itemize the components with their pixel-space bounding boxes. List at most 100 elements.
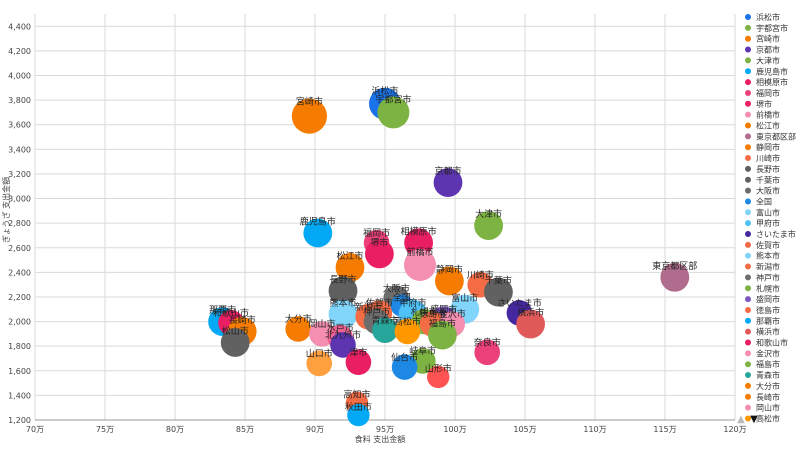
legend-marker	[745, 274, 751, 281]
legend-item-label[interactable]: 川崎市	[756, 153, 780, 163]
data-point-label: 岐阜市	[409, 345, 436, 357]
legend-item-label[interactable]: 松江市	[756, 121, 780, 131]
legend-item-label[interactable]: 鹿児島市	[756, 66, 788, 76]
data-point[interactable]	[328, 276, 358, 306]
legend-marker	[745, 79, 751, 86]
data-point-label: 青森市	[371, 314, 398, 326]
legend-item-label[interactable]: 長野市	[756, 164, 780, 174]
legend-item-label[interactable]: 金沢市	[756, 348, 780, 358]
data-point[interactable]	[433, 168, 463, 197]
data-point[interactable]	[516, 309, 545, 339]
legend-item-label[interactable]: 岡山市	[756, 403, 780, 413]
data-point[interactable]	[328, 299, 358, 329]
legend-item-label[interactable]: 宇都宮市	[756, 23, 788, 33]
y-tick-label: 1,400	[8, 391, 31, 400]
legend-item-label[interactable]: 横浜市	[756, 327, 780, 337]
data-point-label: 大津市	[475, 208, 502, 220]
data-point[interactable]	[391, 354, 418, 380]
data-point[interactable]	[306, 350, 333, 377]
legend-item-label[interactable]: 福岡市	[756, 88, 780, 98]
data-point-label: 川崎市	[467, 269, 494, 281]
legend-item-label[interactable]: 大津市	[756, 55, 780, 65]
legend-item-label[interactable]: 前橋市	[756, 110, 780, 120]
legend-item-label[interactable]: 青森市	[756, 370, 780, 380]
legend-prev-arrow[interactable]: ▲	[737, 414, 745, 425]
legend-item-label[interactable]: 浜松市	[756, 12, 780, 22]
data-point[interactable]	[394, 318, 421, 345]
legend-item-label[interactable]: 高松市	[756, 413, 780, 423]
data-point[interactable]	[435, 266, 464, 296]
data-point[interactable]	[285, 316, 312, 342]
data-point-label: 富山市	[451, 292, 478, 304]
legend-item-label[interactable]: 福島市	[756, 359, 780, 369]
legend-item-label[interactable]: 和歌山市	[756, 338, 788, 348]
legend-item-label[interactable]: 東京都区部	[756, 131, 796, 141]
data-point[interactable]	[660, 262, 690, 292]
y-tick-label: 1,800	[8, 342, 31, 351]
data-point[interactable]	[484, 277, 513, 307]
data-point-label: 岡山市	[308, 318, 335, 330]
legend-marker	[745, 339, 751, 346]
data-point[interactable]	[474, 339, 501, 366]
legend-item-label[interactable]: 宮崎市	[756, 34, 780, 44]
data-point-label: 山形市	[425, 363, 452, 375]
legend-item-label[interactable]: 徳島市	[756, 305, 780, 315]
data-point[interactable]	[220, 328, 250, 357]
data-point[interactable]	[474, 211, 503, 241]
data-point[interactable]	[427, 365, 450, 389]
data-point[interactable]	[335, 253, 365, 282]
data-point[interactable]	[345, 349, 372, 375]
legend-marker	[745, 393, 751, 400]
legend-item-label[interactable]: 長崎市	[756, 392, 780, 402]
legend-item-label[interactable]: 新潟市	[756, 262, 780, 272]
data-point[interactable]	[404, 228, 433, 258]
data-point[interactable]	[303, 218, 333, 248]
legend-item-label[interactable]: 那覇市	[756, 316, 780, 326]
y-tick-label: 4,000	[8, 72, 31, 81]
data-point[interactable]	[404, 248, 436, 281]
legend-item-label[interactable]: 千葉市	[756, 175, 780, 185]
legend-item-label[interactable]: 京都市	[756, 45, 780, 55]
legend-item-label[interactable]: 相模原市	[756, 77, 788, 87]
data-point[interactable]	[372, 317, 398, 343]
legend-item-label[interactable]: 富山市	[756, 207, 780, 217]
data-point-label: 松山市	[222, 325, 249, 337]
data-point-label: 那覇市	[209, 304, 236, 316]
legend-item-label[interactable]: 堺市	[756, 99, 772, 109]
legend-marker	[745, 165, 751, 172]
legend-marker	[745, 252, 751, 259]
data-point[interactable]	[377, 96, 410, 129]
legend-item-label[interactable]: 盛岡市	[756, 294, 780, 304]
legend-item-label[interactable]: さいたま市	[756, 229, 796, 239]
legend-marker	[745, 328, 751, 335]
y-tick-label: 2,200	[8, 293, 31, 302]
legend-item-label[interactable]: 全国	[756, 196, 772, 206]
legend-item-label[interactable]: 甲府市	[756, 218, 780, 228]
legend-item-label[interactable]: 佐賀市	[756, 240, 780, 250]
data-point[interactable]	[365, 239, 394, 269]
data-point[interactable]	[330, 332, 356, 358]
data-point-label: 京都市	[434, 165, 461, 177]
legend-item-label[interactable]: 札幌市	[756, 283, 780, 293]
legend-item-label[interactable]: 神戸市	[756, 272, 780, 282]
legend-marker	[745, 382, 751, 389]
data-point[interactable]	[428, 320, 457, 350]
legend-item-label[interactable]: 熊本市	[756, 251, 780, 261]
data-point[interactable]	[347, 403, 370, 427]
legend: 浜松市宇都宮市宮崎市京都市大津市鹿児島市相模原市福岡市堺市前橋市松江市東京都区部…	[745, 12, 796, 423]
data-point-label: 山口市	[306, 348, 333, 360]
legend-item-label[interactable]: 大分市	[756, 381, 780, 391]
data-point-label: 神戸市	[363, 306, 390, 318]
legend-marker	[745, 361, 751, 368]
x-tick-label: 75万	[96, 425, 114, 434]
legend-item-label[interactable]: 大阪市	[756, 186, 780, 196]
legend-item-label[interactable]: 静岡市	[756, 142, 780, 152]
data-point[interactable]	[291, 98, 327, 134]
x-tick-label: 100万	[443, 425, 466, 434]
legend-next-arrow[interactable]: ▼	[750, 414, 758, 425]
data-point-label: 甲府市	[399, 297, 426, 309]
y-tick-label: 4,200	[8, 47, 31, 56]
